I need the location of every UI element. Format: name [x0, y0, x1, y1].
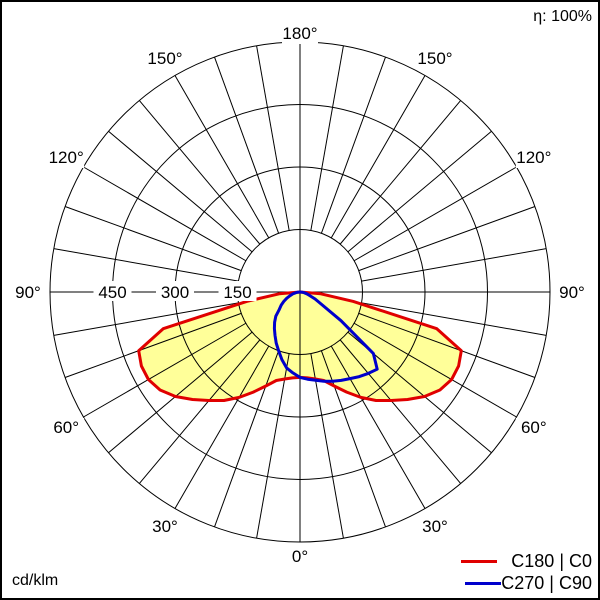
grid-spoke-60	[353, 322, 517, 418]
unit-label: cd/klm	[12, 572, 59, 589]
angle-label-bg	[10, 283, 46, 303]
angle-label: 60°	[53, 418, 79, 437]
radial-tick-label: 150	[223, 283, 251, 302]
grid-spoke-150	[330, 75, 426, 239]
angle-label: 30°	[422, 517, 448, 536]
angle-label-bg	[282, 547, 318, 567]
grid-spoke-130	[347, 130, 492, 253]
legend-item-c270-c90: C270 | C90	[461, 572, 592, 594]
grid-spoke-240	[83, 166, 247, 262]
angle-label-bg	[515, 148, 552, 168]
angle-label: 60°	[521, 418, 547, 437]
grid-spoke-140	[339, 100, 462, 245]
angle-label: 0°	[292, 547, 308, 566]
grid-spoke-190	[256, 45, 290, 231]
grid-spoke-230	[108, 130, 253, 253]
angle-label-bg	[147, 516, 183, 537]
radial-tick-label: 300	[161, 283, 189, 302]
grid-spoke-220	[138, 100, 261, 245]
angle-label-bg	[48, 148, 85, 168]
series-line-1	[272, 290, 379, 383]
grid-spoke-100	[361, 248, 547, 282]
grid-spoke-10	[310, 353, 344, 539]
angle-label: 90°	[559, 283, 585, 302]
grid-spoke-170	[310, 45, 344, 231]
angle-label-bg	[515, 418, 552, 438]
grid-spoke-110	[358, 206, 536, 272]
legend-swatch-blue	[465, 581, 502, 585]
angle-label: 120°	[516, 148, 551, 167]
grid-spoke-290	[64, 312, 242, 378]
angle-label-bg	[417, 49, 453, 70]
legend-label: C180 | C0	[511, 551, 592, 571]
angle-label: 150°	[417, 49, 452, 68]
angle-label-bg	[147, 49, 183, 70]
grid-spoke-280	[53, 302, 239, 336]
grid-spoke-350	[256, 353, 290, 539]
legend: C180 | C0 C270 | C90	[461, 550, 592, 594]
grid-spoke-260	[53, 248, 239, 282]
angle-label: 150°	[147, 49, 182, 68]
angle-label: 90°	[15, 283, 41, 302]
grid-spoke-210	[174, 75, 270, 239]
angle-label-bg	[417, 516, 453, 537]
labels: 150 300 450 0° 30° 30° 60° 60° 90° 90° 120° 120° 150…	[10, 24, 590, 567]
grid-spoke-200	[214, 56, 280, 234]
grid-spoke-320	[138, 339, 261, 484]
angle-label: 180°	[282, 24, 317, 43]
grid-spoke-70	[358, 312, 536, 378]
grid-spoke-30	[330, 345, 426, 509]
grid-spoke-80	[361, 302, 547, 336]
angle-label-bg	[282, 24, 318, 44]
grid-spoke-340	[214, 350, 280, 528]
grid-spoke-300	[83, 322, 247, 418]
radial-label-bg	[218, 281, 257, 301]
legend-item-c180-c0: C180 | C0	[461, 550, 592, 572]
grid-spoke-250	[64, 206, 242, 272]
angle-label: 30°	[152, 517, 178, 536]
angle-label: 120°	[49, 148, 84, 167]
legend-label: C270 | C90	[501, 573, 592, 593]
angle-label-bg	[48, 418, 85, 438]
grid-spoke-40	[339, 339, 462, 484]
grid-spoke-120	[353, 166, 517, 262]
grid	[49, 41, 551, 543]
efficiency-label: η: 100%	[533, 8, 592, 25]
grid-spoke-160	[320, 56, 386, 234]
radial-tick-label: 450	[98, 283, 126, 302]
legend-swatch-red	[461, 559, 498, 563]
radial-label-bg	[93, 281, 132, 301]
curves	[137, 290, 463, 402]
grid-spoke-310	[108, 331, 253, 454]
radial-label-bg	[156, 281, 194, 301]
angle-label-bg	[554, 283, 590, 303]
grid-spoke-330	[174, 345, 270, 509]
